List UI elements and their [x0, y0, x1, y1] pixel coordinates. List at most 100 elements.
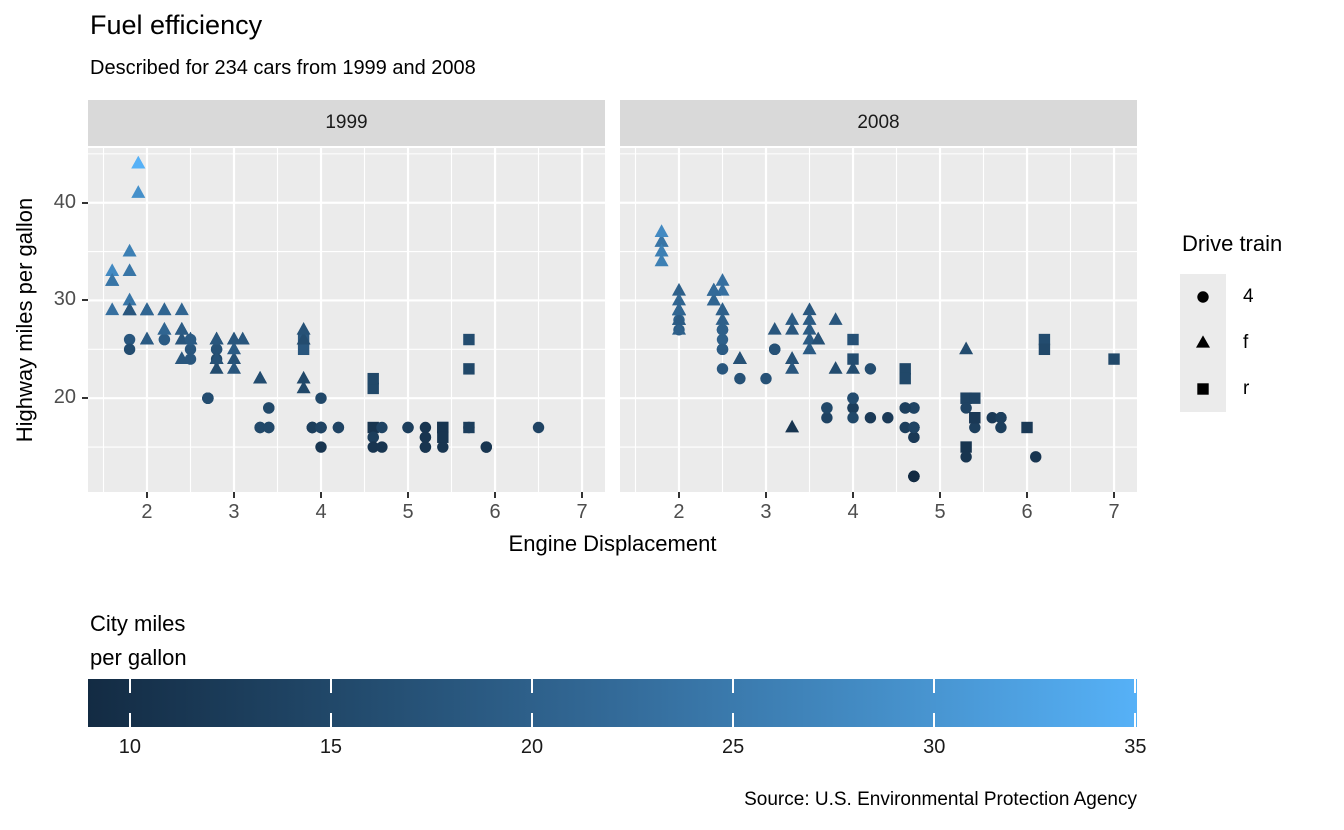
data-point — [122, 302, 137, 316]
data-point — [367, 421, 379, 434]
data-point — [419, 441, 432, 453]
colorbar-title-line2: per gallon — [90, 645, 187, 670]
facet-strip-2008: 2008 — [620, 100, 1137, 146]
data-point — [105, 302, 120, 316]
data-point — [437, 431, 449, 443]
data-point — [532, 421, 545, 434]
data-point — [671, 302, 686, 316]
colorbar-tick-mark — [128, 713, 131, 727]
data-point — [296, 380, 311, 394]
facet-strip-label-2008: 2008 — [857, 112, 900, 133]
x-tick-label: 6 — [489, 501, 501, 523]
data-point — [908, 431, 920, 443]
data-point — [202, 392, 214, 404]
data-point — [402, 421, 414, 434]
x-tick-label: 3 — [228, 501, 240, 523]
data-point — [882, 412, 894, 424]
data-point — [296, 331, 311, 345]
data-point — [802, 312, 817, 325]
x-tick-mark — [581, 492, 584, 498]
y-tick-mark — [82, 397, 88, 400]
data-point — [706, 282, 721, 296]
data-point — [158, 333, 171, 346]
data-point — [847, 402, 859, 414]
shape-legend: Drive train 4 f r — [1180, 231, 1340, 412]
data-point — [253, 370, 268, 384]
data-point — [157, 321, 172, 335]
x-tick-mark — [145, 492, 148, 498]
data-point — [802, 302, 817, 316]
triangle-icon — [1180, 320, 1226, 366]
chart-title: Fuel efficiency — [90, 10, 263, 40]
colorbar-tick-mark — [128, 679, 131, 693]
data-point — [908, 402, 920, 414]
colorbar-tick-label: 10 — [118, 736, 141, 758]
data-point — [437, 421, 449, 434]
data-point — [184, 353, 197, 365]
data-point — [908, 470, 920, 483]
data-point — [969, 392, 981, 404]
data-point — [226, 361, 241, 374]
y-tick-label: 20 — [53, 386, 76, 409]
data-point — [828, 361, 843, 374]
x-tick-label: 5 — [402, 501, 414, 523]
colorbar-tick-mark — [732, 679, 735, 693]
data-point — [376, 421, 388, 434]
legend-row-f: f — [1180, 320, 1340, 366]
data-point — [209, 361, 224, 374]
data-point — [821, 412, 833, 424]
data-point — [226, 351, 241, 364]
data-point — [1038, 333, 1051, 346]
data-point — [263, 402, 275, 414]
data-point — [715, 302, 730, 316]
data-point — [760, 372, 772, 385]
data-point — [960, 441, 972, 453]
data-point — [846, 361, 861, 374]
data-point — [315, 441, 327, 453]
x-tick-label: 4 — [847, 501, 859, 523]
data-point — [209, 351, 224, 364]
x-tick-mark — [494, 492, 497, 498]
data-point — [1038, 343, 1051, 356]
colorbar-tick-label: 15 — [319, 736, 343, 758]
panel-2008 — [620, 148, 1137, 492]
data-point — [306, 421, 319, 434]
x-axis-1999: 2 3 4 5 6 7 — [88, 492, 605, 534]
data-point — [899, 363, 911, 375]
data-point — [654, 234, 669, 247]
colorbar-title-line1: City miles — [90, 611, 186, 636]
data-point — [828, 312, 843, 325]
data-point — [671, 292, 686, 306]
data-point — [419, 431, 432, 443]
data-point — [654, 243, 669, 257]
data-point — [785, 351, 800, 364]
y-tick-label: 30 — [53, 288, 76, 311]
chart-subtitle: Described for 234 cars from 1999 and 200… — [90, 57, 476, 79]
data-point — [969, 421, 981, 434]
data-point — [960, 402, 972, 414]
data-point — [899, 372, 911, 385]
data-point — [122, 243, 137, 257]
data-point — [960, 451, 972, 463]
colorbar-tick-mark — [1134, 713, 1137, 727]
data-point — [995, 412, 1007, 424]
data-point — [864, 412, 877, 424]
data-point — [716, 363, 729, 375]
data-point — [899, 421, 911, 434]
x-tick-label: 4 — [315, 501, 327, 523]
data-point — [1108, 353, 1120, 365]
data-point — [297, 343, 310, 356]
data-point — [480, 441, 493, 453]
colorbar-tick-mark — [329, 713, 332, 727]
data-point — [139, 302, 154, 316]
data-point — [367, 382, 379, 395]
data-point — [315, 392, 327, 404]
data-point — [785, 361, 800, 374]
data-point — [367, 372, 379, 385]
data-point — [122, 292, 137, 306]
data-point — [716, 343, 729, 356]
y-tick-mark — [82, 201, 88, 204]
x-axis-title: Engine Displacement — [508, 531, 717, 556]
legend-label-f: f — [1243, 332, 1249, 353]
